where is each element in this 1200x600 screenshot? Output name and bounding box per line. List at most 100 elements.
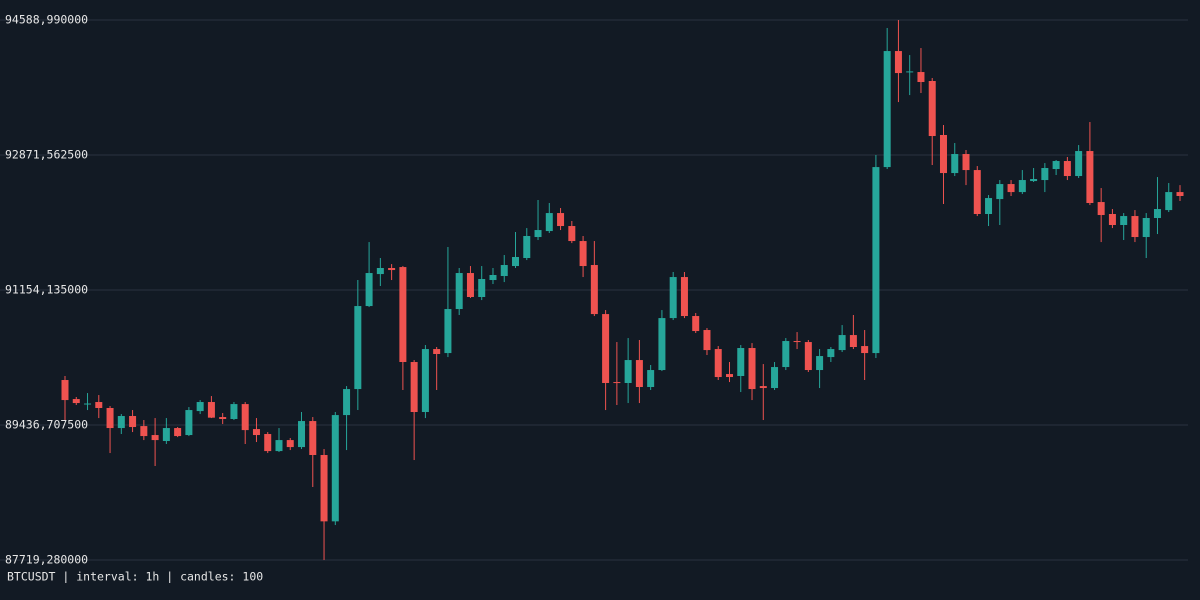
candle-body (1176, 192, 1184, 196)
candle-body (545, 213, 553, 232)
y-tick-label: 94588,990000 (5, 13, 88, 27)
candle-body (298, 421, 306, 448)
candle-body (680, 277, 688, 317)
candle-body (500, 265, 508, 277)
candle-body (827, 349, 835, 358)
candle-body (602, 314, 610, 384)
candle-body (1108, 213, 1116, 226)
candle-body (692, 316, 700, 332)
candle-body (635, 360, 643, 388)
candle-body (1120, 216, 1128, 226)
candle-body (241, 404, 249, 431)
candle-body (816, 356, 824, 371)
candle-body (309, 421, 317, 456)
candle-body (286, 440, 294, 448)
candle-body (140, 426, 148, 437)
candle-body (61, 380, 69, 401)
candle-body (1041, 168, 1049, 181)
candle-body (162, 428, 170, 442)
candle-body (669, 277, 677, 319)
candle-body (117, 416, 125, 429)
candle-body (782, 341, 790, 368)
candle-body (647, 370, 655, 388)
candle-body (928, 80, 936, 137)
candle-body (1086, 151, 1094, 203)
candle-body (861, 346, 869, 354)
candle-body (985, 198, 993, 214)
candle-body (1052, 161, 1060, 170)
candle-body (478, 279, 486, 298)
candle-body (399, 267, 407, 363)
candle-body (72, 399, 80, 404)
candle-body (331, 415, 339, 522)
candle-body (421, 349, 429, 413)
candle-body (343, 389, 351, 416)
candle-body (1142, 218, 1150, 238)
candle-body (444, 309, 452, 354)
candle-body (771, 367, 779, 389)
candle-body (252, 429, 260, 436)
candle-body (658, 318, 666, 371)
candle-body (410, 362, 418, 413)
candle-body (376, 268, 384, 275)
y-tick-label: 91154,135000 (5, 283, 88, 297)
labels: 87719,280000 89436,707500 91154,135000 9287… (5, 13, 88, 567)
candle-body (489, 274, 497, 281)
candle-body (219, 417, 227, 420)
candle-body (466, 273, 474, 298)
candle-body (1007, 184, 1015, 193)
candle-body (365, 273, 373, 307)
candle-body (523, 236, 531, 259)
candle-body (973, 170, 981, 214)
candle-body (579, 241, 587, 267)
candle-body (590, 265, 598, 315)
candle-body (725, 374, 733, 378)
candle-body (737, 348, 745, 377)
candle-body (849, 335, 857, 347)
candle-body (1063, 161, 1071, 177)
candle-body (917, 72, 925, 83)
candle-body (613, 382, 621, 384)
candle-body (1153, 209, 1161, 219)
candle-body (1030, 179, 1038, 182)
candle-body (714, 349, 722, 378)
candle-body (939, 134, 947, 174)
candle-body (534, 230, 542, 238)
candle-body (883, 51, 891, 168)
candle-body (894, 51, 902, 74)
candle-body (106, 407, 114, 429)
candle-body (962, 154, 970, 171)
candle-body (872, 167, 880, 354)
candle-body (838, 335, 846, 351)
candle-body (455, 273, 463, 310)
candle-body (320, 455, 328, 522)
candle-body (95, 402, 103, 408)
candle-body (129, 416, 137, 428)
candle-body (207, 402, 215, 418)
candle-body (557, 213, 565, 227)
candle-body (275, 440, 283, 452)
candle-body (433, 349, 441, 354)
candle-body (1097, 202, 1105, 216)
candle-body (996, 184, 1004, 200)
y-tick-label: 89436,707500 (5, 418, 88, 432)
candle-body (264, 434, 272, 452)
candle-body (793, 341, 801, 343)
candle-body (759, 386, 767, 389)
candle-body (906, 71, 914, 73)
candle-body (1075, 151, 1083, 177)
candle-body (230, 404, 238, 420)
candle-body (703, 330, 711, 351)
candle-body (804, 342, 812, 371)
candle-body (174, 428, 182, 437)
candle-body (748, 348, 756, 390)
y-tick-label: 92871,562500 (5, 148, 88, 162)
candle-body (1131, 216, 1139, 238)
candle-body (1165, 192, 1173, 211)
candle-body (151, 435, 159, 441)
candle-body (512, 256, 520, 267)
candle-body (624, 360, 632, 384)
candle-body (185, 410, 193, 436)
